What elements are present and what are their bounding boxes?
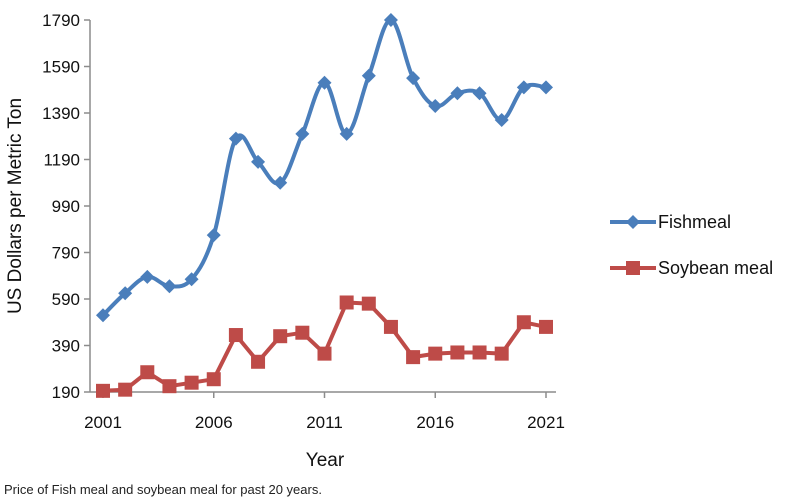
x-axis-ticks: 2001 2006 2011 2016 2021 (84, 392, 565, 432)
x-axis-title: Year (306, 450, 345, 471)
x-tick-label: 2021 (527, 413, 565, 432)
x-tick-label: 2016 (416, 413, 454, 432)
fishmeal-point (539, 80, 553, 95)
fishmeal-point (295, 126, 310, 141)
soybean-meal-point (516, 315, 531, 330)
fishmeal-point (383, 13, 398, 27)
soybean-meal-point (295, 325, 310, 340)
soybean-meal-legend-label: Soybean meal (658, 258, 773, 278)
fishmeal-point (206, 228, 221, 243)
fishmeal-point (140, 269, 155, 284)
soybean-meal-legend-marker (626, 261, 640, 275)
soybean-meal-point (450, 345, 465, 360)
fishmeal-point (317, 75, 332, 90)
soybean-meal-point (96, 383, 110, 398)
soybean-meal-point (184, 375, 199, 390)
fishmeal-point (361, 68, 376, 83)
fishmeal-point (339, 126, 354, 141)
fishmeal-point (96, 308, 110, 323)
soybean-meal-point (140, 365, 155, 380)
price-line-chart: 190 390 590 790 990 1190 1390 1590 1790 2001 2006… (5, 11, 773, 471)
fishmeal-point (162, 279, 177, 294)
soybean-meal-point (339, 295, 354, 310)
fishmeal-point (450, 86, 465, 101)
y-axis-ticks: 190 390 590 790 990 1190 1390 1590 1790 (42, 11, 90, 402)
soybean-meal-point (494, 346, 509, 361)
soybean-meal-point (472, 345, 487, 360)
fishmeal-legend-label: Fishmeal (658, 212, 731, 232)
soybean-meal-point (162, 379, 177, 394)
fishmeal-legend-marker (626, 215, 640, 229)
soybean-meal-point (428, 346, 443, 361)
soybean-meal-point (383, 319, 398, 334)
y-tick-label: 1390 (42, 104, 80, 123)
soybean-meal-point (228, 328, 243, 343)
fishmeal-point (118, 286, 133, 301)
x-tick-label: 2006 (195, 413, 233, 432)
soybean-meal-point (361, 296, 376, 311)
y-tick-label: 390 (52, 337, 80, 356)
fishmeal-point (494, 112, 509, 127)
y-axis-title: US Dollars per Metric Ton (5, 98, 26, 314)
soybean-meal-point (406, 350, 421, 365)
fishmeal-line (101, 18, 547, 317)
soybean-meal-point (273, 329, 288, 344)
x-tick-label: 2001 (84, 413, 122, 432)
series-markers (96, 13, 553, 398)
fishmeal-point (251, 154, 266, 169)
fishmeal-point (273, 175, 288, 190)
y-tick-label: 190 (52, 383, 80, 402)
y-tick-label: 990 (52, 197, 80, 216)
fishmeal-point (184, 272, 199, 287)
soybean-meal-point (539, 319, 553, 334)
soybean-meal-point (317, 346, 332, 361)
soybean-meal-point (118, 382, 133, 397)
y-tick-label: 1190 (43, 151, 80, 170)
y-tick-label: 1790 (42, 11, 80, 30)
y-tick-label: 790 (52, 244, 80, 263)
figure-caption: Price of Fish meal and soybean meal for … (4, 482, 322, 497)
fishmeal-point (472, 86, 487, 101)
fishmeal-point (516, 80, 531, 95)
series-lines (101, 18, 547, 393)
soybean-meal-point (206, 372, 221, 387)
soybean-meal-point (251, 354, 266, 369)
chart-legend: Fishmeal Soybean meal (610, 212, 773, 278)
y-tick-label: 590 (52, 290, 80, 309)
fishmeal-point (428, 99, 443, 114)
x-tick-label: 2011 (306, 413, 343, 432)
y-tick-label: 1590 (42, 58, 80, 77)
fishmeal-point (228, 131, 243, 146)
fishmeal-point (406, 71, 421, 86)
